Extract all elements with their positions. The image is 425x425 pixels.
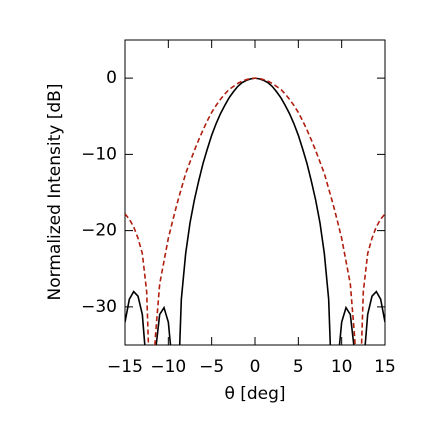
y-tick-label: 0	[106, 68, 117, 88]
y-tick-label: −10	[81, 144, 117, 164]
x-tick-label: 10	[331, 357, 353, 377]
series-line	[125, 77, 385, 345]
x-axis-label: θ [deg]	[224, 384, 285, 404]
x-tick-label: −15	[107, 357, 143, 377]
x-tick-label: 15	[374, 357, 396, 377]
curves	[125, 77, 385, 345]
plot-frame	[124, 39, 386, 346]
y-tick-label: −20	[81, 221, 117, 241]
y-axis-label: Normalized Intensity [dB]	[45, 84, 65, 301]
x-tick-label: 0	[250, 357, 261, 377]
y-tick-label: −30	[81, 297, 117, 317]
x-tick-label: −10	[150, 357, 186, 377]
x-tick-label: 5	[293, 357, 304, 377]
x-tick-label: −5	[199, 357, 224, 377]
